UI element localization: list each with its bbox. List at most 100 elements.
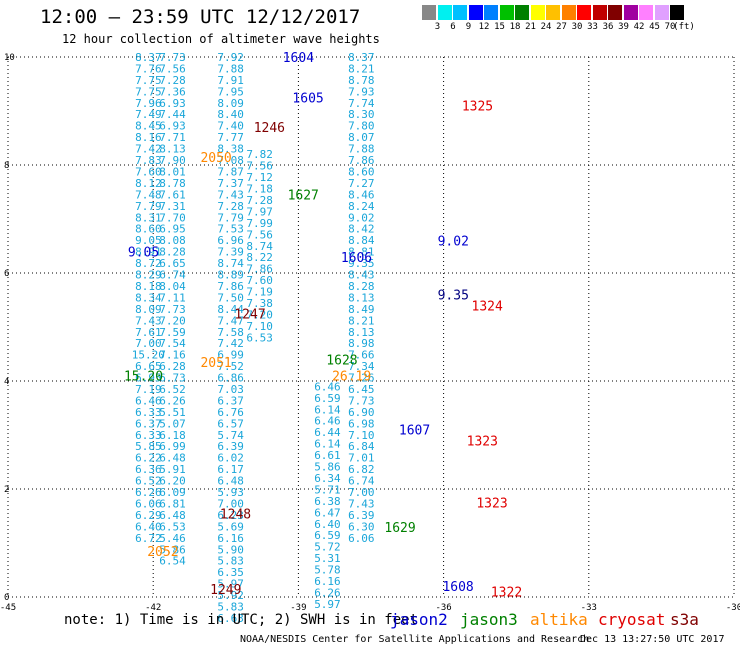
swh-value: 7.90 [159,154,186,167]
swh-value: 6.93 [159,97,186,110]
colorbar-swatch [515,5,529,20]
colorbar-swatch [437,5,452,20]
swh-value: 7.92 [217,51,244,64]
colorbar-swatch [654,5,669,20]
swh-value: 5.86 [314,461,341,474]
swh-value: 6.36 [135,463,162,476]
colorbar-label: 21 [525,22,536,32]
swh-value: 7.53 [217,223,244,236]
swh-value: 8.04 [159,280,186,293]
colorbar-swatch [422,5,436,20]
swh-value: 7.42 [135,143,162,156]
colorbar-label: 42 [633,22,645,32]
x-tick-label: -42 [145,603,161,613]
track-label: 1325 [462,100,493,115]
swh-value: 8.45 [135,120,162,133]
swh-value: 7.73 [159,303,186,316]
swh-value: 7.08 [217,154,244,167]
track-label: 1629 [384,521,415,536]
swh-value: 6.53 [159,520,186,533]
swh-value: 5.46 [159,532,186,545]
colorbar-label: 30 [571,22,583,32]
swh-value: 8.72 [135,257,162,270]
colorbar-swatch [577,5,591,20]
swh-value: 6.61 [314,449,341,462]
track-label: 1627 [288,189,319,204]
swh-value: 6.40 [314,518,341,531]
swh-value: 8.37 [348,51,375,64]
swh-value: 5.83 [217,555,244,568]
swh-value: 6.63 [217,612,244,625]
track-label: 1628 [326,353,357,368]
swh-value: 6.74 [348,475,375,488]
track-label: 1605 [292,92,323,107]
swh-value: 7.74 [348,97,375,110]
swh-value: 8.09 [135,303,162,316]
swh-value: 5.91 [159,463,186,476]
x-tick-label: -36 [435,603,451,613]
swh-value: 8.89 [217,269,244,282]
y-tick-label: 6 [4,269,9,279]
swh-value: 6.47 [314,506,341,519]
swh-value: 8.21 [348,62,375,75]
footnote: note: 1) Time is in UTC; 2) SWH is in fe… [64,612,419,628]
swh-value: 6.48 [159,452,186,465]
swh-value: 6.81 [159,497,186,510]
track-label: 1247 [234,308,265,323]
swh-value: 6.99 [217,349,244,362]
colorbar-swatch [453,5,467,20]
colorbar-swatch [670,5,684,20]
swh-value: 6.46 [314,415,341,428]
swh-value: 6.20 [159,475,186,488]
swh-value: 5.51 [159,406,186,419]
swh-value: 7.75 [135,85,162,98]
swh-value: 5.97 [217,578,244,591]
swh-value: 5.83 [217,601,244,614]
swh-value: 8.74 [246,240,273,253]
swh-value: 5.85 [135,440,162,453]
swh-value: 7.82 [246,148,273,161]
swh-value: 7.31 [159,200,186,213]
swh-value: 8.30 [348,108,375,121]
swh-value: 7.75 [135,74,162,87]
colorbar-swatch [468,5,483,20]
swh-value: 8.74 [217,257,244,270]
swh-value: 5.74 [217,429,244,442]
swh-value: 5.31 [314,552,341,565]
swh-value: 7.97 [246,205,273,218]
swh-value: 7.99 [246,217,273,230]
swh-value: 7.20 [246,308,273,321]
legend-s3a: s3a [670,610,699,629]
swh-value: 6.86 [217,372,244,385]
track-label: 1606 [341,251,372,266]
swh-value: 6.72 [135,532,162,545]
swh-value: 7.10 [246,320,273,333]
x-tick-label: -39 [290,603,306,613]
swh-value: 7.26 [348,372,375,385]
swh-value: 6.96 [217,234,244,247]
swh-value: 8.16 [135,131,162,144]
swh-value: 8.29 [135,269,162,282]
swh-value: 7.37 [217,177,244,190]
swh-value: 7.86 [348,154,375,167]
swh-value: 6.95 [135,372,162,385]
swh-value: 6.98 [348,417,375,430]
legend-jason3: jason3 [460,610,518,629]
swh-value: 7.56 [246,160,273,173]
swh-value: 9.05 [135,234,162,247]
swh-value: 7.36 [159,85,186,98]
swh-value: 7.47 [217,314,244,327]
swh-value: 6.37 [135,417,162,430]
swh-value: 6.26 [135,486,162,499]
swh-value: 8.91 [135,246,162,259]
swh-value: 8.28 [159,246,186,259]
swh-value: 6.22 [135,452,162,465]
swh-value: 6.76 [217,406,244,419]
swh-value: 8.42 [348,223,375,236]
swh-value: 7.16 [159,349,186,362]
swh-value: 6.46 [314,380,341,393]
swh-value: 7.19 [135,383,162,396]
track-label: 2050 [200,151,231,166]
swh-value: 6.74 [159,269,186,282]
